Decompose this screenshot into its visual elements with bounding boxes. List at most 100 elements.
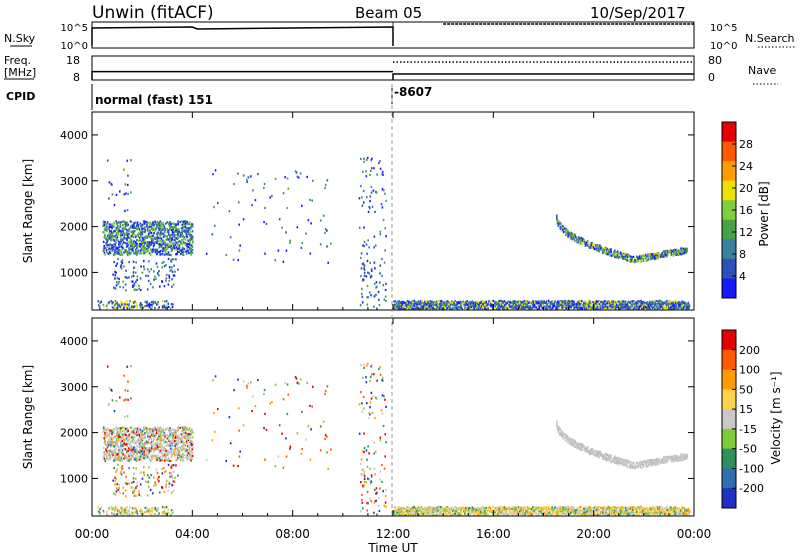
velocity-point: [509, 508, 512, 511]
velocity-point: [169, 427, 171, 430]
power-point: [159, 243, 162, 247]
velocity-point: [612, 511, 614, 515]
power-point: [590, 303, 592, 306]
power-point: [147, 249, 150, 252]
power-point: [186, 245, 188, 248]
power-point: [182, 220, 184, 223]
power-point: [172, 226, 174, 229]
power-point: [136, 288, 138, 291]
power-point: [640, 260, 642, 263]
power-point: [131, 248, 134, 251]
power-point: [680, 250, 683, 253]
nave-tick-top: 80: [708, 54, 722, 67]
power-point: [152, 238, 154, 241]
velocity-point: [518, 510, 521, 513]
velocity-point: [104, 459, 107, 463]
velocity-point: [150, 449, 152, 452]
power-point: [152, 233, 155, 236]
velocity-point: [106, 427, 109, 430]
power-point: [143, 251, 146, 255]
velocity-point: [363, 480, 366, 483]
station-title: Unwin (fitACF): [92, 3, 214, 23]
velocity-point: [191, 457, 194, 460]
power-point: [157, 236, 159, 240]
velocity-point: [118, 447, 120, 450]
velocity-point: [138, 458, 141, 461]
velocity-point: [456, 508, 458, 511]
power-point: [536, 302, 539, 305]
velocity-point: [160, 436, 162, 439]
power-point: [116, 262, 118, 265]
velocity-point: [393, 510, 395, 514]
power-point: [153, 228, 156, 232]
velocity-point: [111, 429, 114, 432]
velocity-point: [551, 510, 554, 513]
cpid-segment-1: normal (fast) 151: [95, 93, 213, 107]
power-point: [374, 294, 377, 297]
velocity-point: [130, 426, 133, 430]
velocity-point: [417, 507, 419, 510]
velocity-point: [467, 507, 470, 510]
velocity-point: [180, 437, 183, 440]
velocity-point: [147, 435, 149, 438]
power-point: [361, 287, 363, 291]
power-point: [381, 173, 384, 176]
power-point: [135, 304, 137, 307]
velocity-point: [112, 507, 114, 510]
power-point: [146, 268, 149, 271]
velocity-point: [189, 450, 191, 453]
velocity-point: [530, 513, 532, 516]
power-point: [528, 301, 530, 304]
power-point: [138, 287, 140, 290]
power-point: [419, 302, 421, 305]
power-point: [115, 264, 117, 267]
power-point: [662, 255, 664, 258]
power-point: [191, 237, 194, 240]
power-point: [285, 231, 287, 234]
power-point: [186, 242, 188, 245]
power-point: [106, 221, 109, 224]
velocity-point: [161, 438, 164, 441]
power-point: [146, 288, 149, 291]
velocity-point: [125, 430, 127, 433]
power-point: [133, 221, 136, 225]
velocity-point: [155, 468, 158, 471]
power-point: [518, 305, 520, 308]
power-point: [102, 224, 105, 227]
power-point: [177, 232, 179, 235]
power-point: [168, 233, 170, 237]
velocity-point: [363, 474, 366, 478]
power-point: [400, 302, 403, 305]
power-point: [98, 305, 101, 308]
power-point: [497, 304, 500, 307]
velocity-point: [415, 507, 418, 510]
velocity-point: [163, 490, 166, 494]
power-point: [460, 305, 462, 308]
velocity-point: [147, 455, 150, 458]
power-point: [167, 253, 169, 256]
velocity-point: [487, 509, 490, 512]
power-point: [133, 252, 135, 255]
power-point: [118, 277, 120, 281]
velocity-point: [146, 510, 149, 513]
power-point: [160, 237, 163, 240]
power-point: [638, 307, 640, 310]
power-point: [143, 227, 146, 230]
velocity-point: [541, 512, 543, 515]
velocity-point: [403, 513, 405, 516]
power-point: [145, 250, 148, 253]
power-point: [607, 248, 610, 251]
power-point: [141, 237, 144, 240]
power-point: [627, 307, 629, 310]
velocity-point: [181, 435, 183, 438]
power-point: [447, 301, 449, 304]
velocity-point: [121, 433, 123, 436]
power-point: [214, 169, 217, 172]
velocity-point: [530, 511, 533, 514]
power-point: [571, 238, 574, 241]
power-point: [310, 222, 312, 225]
power-point: [138, 231, 140, 235]
power-point: [553, 301, 556, 304]
velocity-point: [143, 474, 146, 477]
power-point: [127, 223, 129, 227]
